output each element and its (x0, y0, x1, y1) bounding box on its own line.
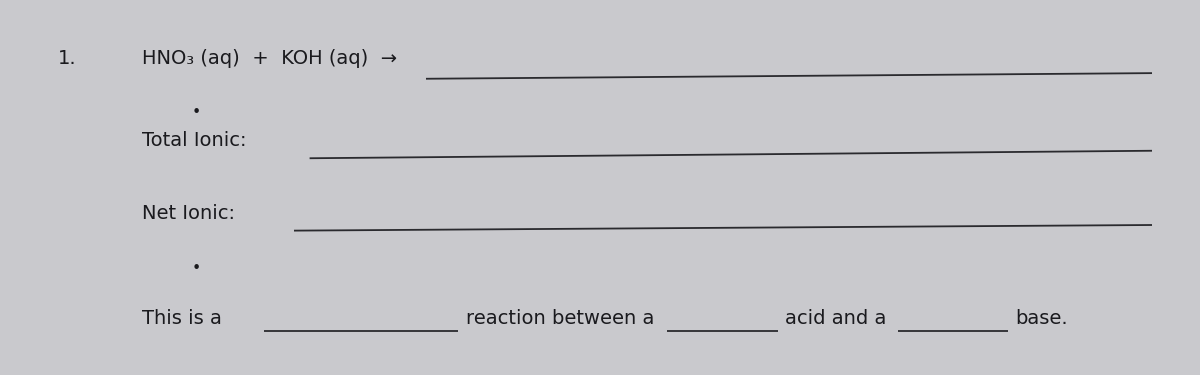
Text: acid and a: acid and a (785, 309, 886, 328)
Text: Net Ionic:: Net Ionic: (142, 204, 235, 223)
Text: base.: base. (1015, 309, 1068, 328)
Text: reaction between a: reaction between a (466, 309, 654, 328)
Text: •: • (192, 261, 202, 276)
Text: HNO₃ (aq)  +  KOH (aq)  →: HNO₃ (aq) + KOH (aq) → (142, 49, 397, 68)
Text: Total Ionic:: Total Ionic: (142, 131, 246, 150)
Text: 1.: 1. (58, 49, 77, 68)
Text: •: • (192, 105, 202, 120)
Text: This is a: This is a (142, 309, 222, 328)
